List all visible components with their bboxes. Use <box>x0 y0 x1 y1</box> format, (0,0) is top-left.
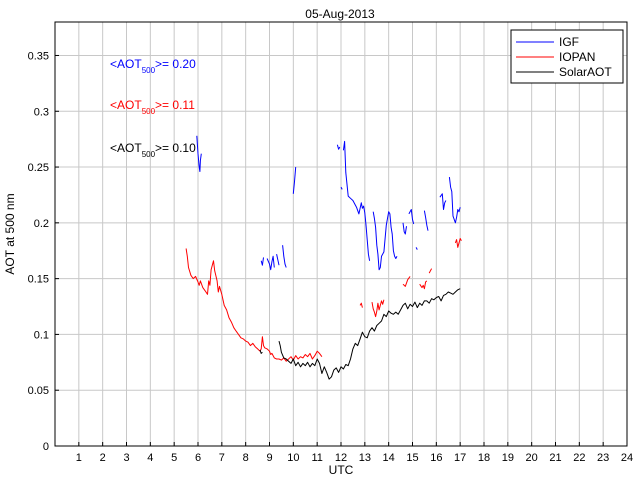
x-tick-label: 19 <box>502 452 514 464</box>
series-line-igf <box>408 209 415 225</box>
series-line-iopan <box>371 299 385 318</box>
x-tick-label: 13 <box>359 452 371 464</box>
x-tick-label: 10 <box>287 452 299 464</box>
series-line-igf <box>336 144 341 150</box>
series-line-iopan <box>402 276 411 287</box>
series-line-igf <box>196 135 202 172</box>
series-line-igf <box>260 257 264 266</box>
grid <box>55 22 627 446</box>
ticks: 1 2 3 4 5 6 7 8 9 10 11 12 13 14 15 16 17 18 19 20 21 22 23 240… <box>28 50 634 464</box>
x-tick-label: 16 <box>430 452 442 464</box>
x-tick-label: 5 <box>171 452 177 464</box>
legend-label: SolarAOT <box>559 65 612 79</box>
x-tick-label: 4 <box>147 452 153 464</box>
series-line-iopan <box>419 280 428 290</box>
annotation-subscript: 500 <box>142 150 156 159</box>
aot-annotation: <AOT500>= 0.20 <box>110 57 196 75</box>
x-tick-label: 2 <box>100 452 106 464</box>
series-line-igf <box>423 210 429 231</box>
series-line-igf <box>372 211 398 271</box>
x-tick-label: 17 <box>454 452 466 464</box>
y-tick-label: 0.35 <box>28 50 49 62</box>
x-tick-label: 24 <box>621 452 633 464</box>
annotation-prefix: <AOT <box>110 98 142 112</box>
series-layer <box>185 135 462 380</box>
series-iopan <box>185 238 462 362</box>
x-tick-label: 18 <box>478 452 490 464</box>
series-line-igf <box>276 253 280 266</box>
x-tick-label: 9 <box>266 452 272 464</box>
x-tick-label: 20 <box>526 452 538 464</box>
series-line-igf <box>448 177 461 224</box>
annotation-subscript: 500 <box>142 107 156 116</box>
series-line-igf <box>439 193 447 210</box>
x-tick-label: 3 <box>123 452 129 464</box>
annotation-value: >= 0.20 <box>155 57 196 71</box>
x-tick-label: 22 <box>573 452 585 464</box>
annotation-value: >= 0.10 <box>155 141 196 155</box>
x-tick-label: 12 <box>335 452 347 464</box>
series-line-igf <box>415 247 418 250</box>
legend-label: IGF <box>559 35 579 49</box>
x-tick-label: 11 <box>311 452 322 464</box>
series-igf <box>196 135 461 271</box>
series-line-iopan <box>454 238 462 248</box>
chart-title: 05-Aug-2013 <box>305 7 375 21</box>
x-tick-label: 1 <box>76 452 82 464</box>
x-tick-label: 15 <box>406 452 418 464</box>
series-line-iopan <box>185 248 323 362</box>
aot-annotation: <AOT500>= 0.10 <box>110 141 196 159</box>
series-line-solaraot <box>278 288 461 380</box>
y-tick-label: 0.05 <box>28 385 49 397</box>
y-axis-title: AOT at 500 nm <box>3 193 17 274</box>
series-line-igf <box>282 245 287 268</box>
series-solaraot <box>259 288 461 380</box>
series-line-igf <box>342 140 371 261</box>
series-line-igf <box>340 186 343 190</box>
series-line-iopan <box>428 268 433 274</box>
series-line-igf <box>292 167 297 194</box>
y-tick-label: 0.2 <box>34 218 49 230</box>
x-tick-label: 21 <box>549 452 561 464</box>
y-tick-label: 0.3 <box>34 106 49 118</box>
legend-label: IOPAN <box>559 50 595 64</box>
series-line-igf <box>266 255 275 271</box>
annotation-value: >= 0.11 <box>155 98 195 112</box>
series-line-igf <box>402 222 407 235</box>
x-tick-label: 14 <box>383 452 395 464</box>
x-tick-label: 8 <box>243 452 249 464</box>
x-tick-label: 7 <box>219 452 225 464</box>
x-tick-label: 6 <box>195 452 201 464</box>
annotations: <AOT500>= 0.20<AOT500>= 0.11<AOT500>= 0.… <box>110 57 196 159</box>
series-line-solaraot <box>259 349 263 354</box>
y-tick-label: 0.1 <box>34 329 49 341</box>
y-tick-label: 0 <box>43 441 49 453</box>
x-tick-label: 23 <box>597 452 609 464</box>
series-line-iopan <box>359 302 363 308</box>
x-axis-title: UTC <box>329 463 354 477</box>
annotation-subscript: 500 <box>142 66 156 75</box>
aot-annotation: <AOT500>= 0.11 <box>110 98 195 116</box>
annotation-prefix: <AOT <box>110 141 142 155</box>
y-tick-label: 0.25 <box>28 162 49 174</box>
annotation-prefix: <AOT <box>110 57 142 71</box>
y-tick-label: 0.15 <box>28 274 49 286</box>
